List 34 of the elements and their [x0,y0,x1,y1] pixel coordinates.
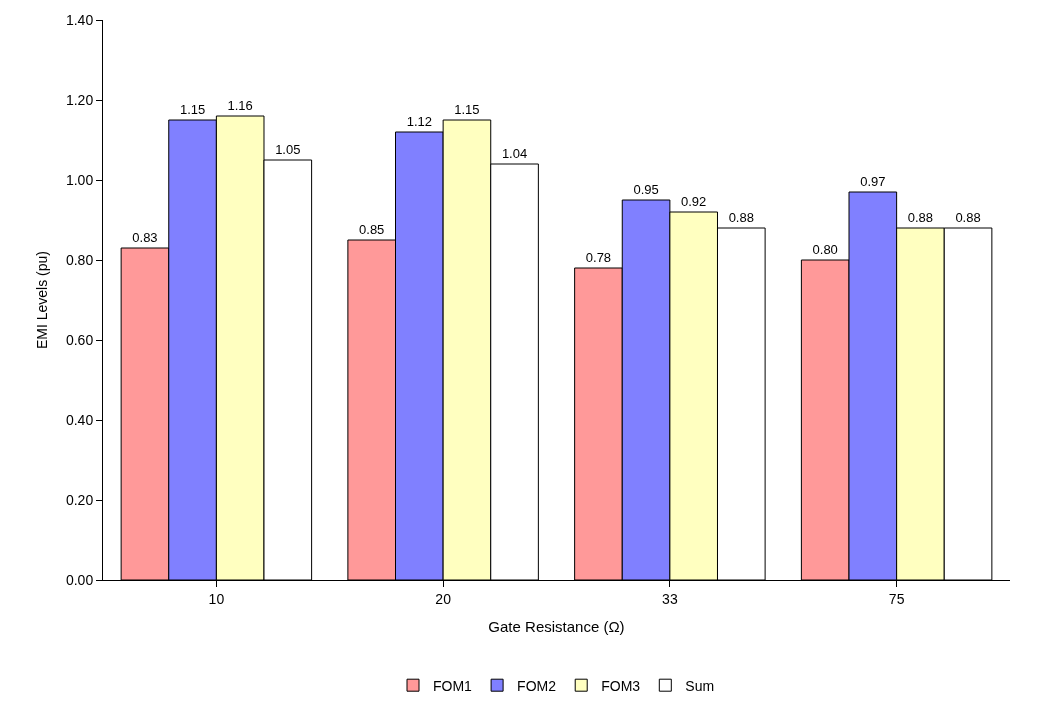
data-label: 0.85 [359,222,385,237]
legend-label: FOM2 [517,677,557,694]
data-label: 0.78 [585,250,612,265]
y-tick-label: 1.20 [65,91,94,108]
legend-label: FOM3 [601,677,641,694]
y-tick-label: 0.00 [65,571,94,588]
y-tick-label: 1.40 [65,11,94,28]
x-tick-label: 10 [208,590,225,607]
data-label: 0.97 [860,174,886,189]
legend-label: Sum [685,677,715,694]
data-label: 1.16 [227,98,253,113]
data-label: 0.88 [907,210,934,225]
data-label: 1.12 [406,114,432,129]
data-label: 1.04 [501,146,528,161]
legend-label: FOM1 [433,677,473,694]
y-tick-label: 1.00 [65,171,94,188]
data-label: 0.88 [955,210,981,225]
data-label: 1.15 [454,102,480,117]
data-label: 0.83 [132,230,158,245]
y-tick-label: 0.40 [65,411,94,428]
y-tick-label: 0.80 [65,251,94,268]
y-tick-label: 0.60 [65,331,94,348]
data-label: 1.05 [275,142,301,157]
x-tick-label: 33 [662,590,678,607]
data-label: 0.92 [681,194,707,209]
y-tick-label: 0.20 [65,491,94,508]
data-label: 0.80 [812,242,838,257]
data-label: 1.15 [179,102,206,117]
y-axis-title: EMI Levels (pu) [33,250,50,350]
x-tick-label: 20 [435,590,452,607]
x-tick-label: 75 [888,590,905,607]
x-axis-title: Gate Resistance (Ω) [488,617,625,635]
data-label: 0.95 [633,182,659,197]
data-label: 0.88 [728,210,754,225]
